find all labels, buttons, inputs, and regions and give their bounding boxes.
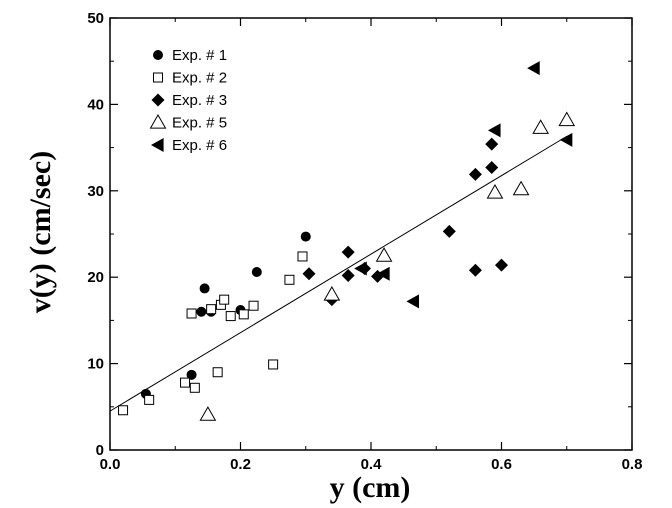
tick-labels: 0.0 0.2 0.4 0.6 0.8 0 10 20 30 40 50 (87, 10, 642, 473)
data-point (180, 377, 191, 388)
data-point (199, 283, 210, 294)
legend-marker (151, 138, 164, 152)
legend-label: Exp. # 3 (172, 92, 227, 109)
data-point (377, 266, 390, 281)
legend-label: Exp. # 1 (172, 47, 227, 64)
data-point (532, 119, 550, 134)
x-axis-title: y (cm) (330, 471, 411, 504)
fit-line (109, 135, 568, 412)
legend-marker (149, 113, 167, 129)
data-point (558, 111, 576, 127)
legend-marker (151, 93, 165, 107)
data-point (300, 231, 311, 242)
data-point (248, 300, 259, 311)
data-point (144, 394, 155, 405)
data-point (486, 184, 504, 199)
y-tick-label: 0 (96, 442, 104, 459)
data-point (559, 132, 573, 147)
data-point (302, 267, 316, 281)
series-5 (354, 61, 573, 309)
tick-marks (109, 17, 633, 451)
data-point (199, 406, 217, 421)
legend-marker (153, 50, 163, 60)
y-tick-label: 40 (87, 96, 104, 113)
data-points (118, 61, 576, 421)
data-point (284, 274, 295, 285)
legend-label: Exp. # 6 (172, 137, 227, 154)
data-point (118, 405, 129, 416)
x-tick-label: 0.8 (622, 456, 643, 473)
data-point (485, 137, 499, 151)
y-tick-label: 30 (87, 183, 104, 200)
legend-label: Exp. # 5 (172, 115, 227, 132)
series-4 (199, 111, 576, 421)
data-point (251, 267, 262, 278)
data-point (212, 367, 223, 378)
data-point (297, 251, 308, 262)
series-2 (118, 251, 308, 416)
y-tick-label: 10 (87, 356, 104, 373)
data-point (495, 258, 508, 272)
x-tick-label: 0.4 (361, 456, 383, 473)
data-point (527, 61, 540, 76)
y-tick-label: 20 (87, 269, 104, 286)
data-point (406, 294, 420, 309)
data-point (485, 160, 499, 174)
data-point (341, 245, 355, 259)
data-point (189, 382, 200, 393)
data-point (323, 285, 341, 301)
data-point (196, 306, 207, 317)
data-point (375, 247, 393, 262)
x-tick-label: 0.2 (230, 456, 251, 473)
legend-marker (153, 72, 163, 83)
x-tick-label: 0.6 (491, 456, 512, 473)
y-axis-title: v(y) (cm/sec) (24, 151, 57, 313)
data-point (354, 261, 367, 276)
data-point (268, 359, 279, 370)
data-point (225, 311, 236, 322)
data-point (341, 268, 355, 282)
data-point (219, 294, 230, 305)
x-tick-label: 0.0 (100, 456, 121, 473)
legend-label: Exp. # 2 (172, 70, 227, 87)
data-point (468, 263, 482, 277)
data-point (186, 369, 197, 380)
legend: Exp. # 1 Exp. # 2 Exp. # 3 Exp. # 5 Exp. # 6 (149, 47, 227, 154)
data-point (442, 224, 456, 238)
data-point (238, 309, 249, 320)
data-point (512, 180, 530, 196)
series-3 (302, 137, 508, 307)
data-point (186, 308, 197, 319)
y-tick-label: 50 (87, 10, 104, 27)
data-point (487, 123, 501, 138)
data-point (468, 167, 482, 181)
data-point (206, 304, 217, 315)
